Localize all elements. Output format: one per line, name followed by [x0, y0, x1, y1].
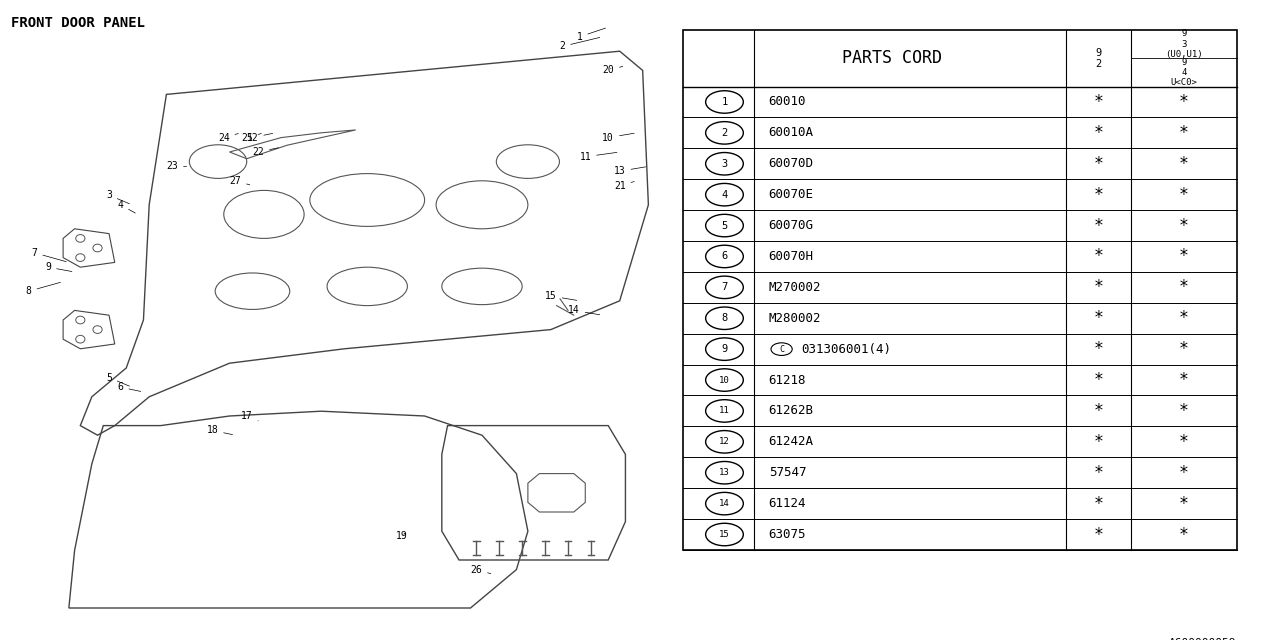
- Text: 60070G: 60070G: [769, 219, 814, 232]
- Text: 7: 7: [32, 248, 67, 262]
- Text: 12: 12: [247, 132, 273, 143]
- Text: *: *: [1179, 186, 1189, 204]
- Text: *: *: [1179, 248, 1189, 266]
- Text: *: *: [1093, 155, 1103, 173]
- Text: *: *: [1093, 186, 1103, 204]
- Text: 20: 20: [603, 65, 623, 76]
- Text: M270002: M270002: [769, 281, 822, 294]
- Text: 60010A: 60010A: [769, 126, 814, 140]
- Text: *: *: [1093, 525, 1103, 543]
- Text: *: *: [1093, 464, 1103, 482]
- Text: *: *: [1179, 216, 1189, 234]
- Text: 2: 2: [559, 38, 600, 51]
- Text: 14: 14: [719, 499, 730, 508]
- Text: 12: 12: [719, 437, 730, 446]
- Text: 10: 10: [719, 376, 730, 385]
- Text: 4: 4: [118, 200, 136, 213]
- Bar: [684, 30, 1236, 550]
- Text: *: *: [1093, 278, 1103, 296]
- Text: 27: 27: [229, 176, 250, 186]
- Text: 3: 3: [106, 190, 129, 204]
- Text: *: *: [1179, 525, 1189, 543]
- Text: 10: 10: [603, 132, 634, 143]
- Text: 18: 18: [206, 426, 233, 435]
- Text: 7: 7: [722, 282, 727, 292]
- Text: M280002: M280002: [769, 312, 822, 324]
- Text: 9: 9: [722, 344, 727, 354]
- Text: 11: 11: [580, 152, 617, 162]
- Text: *: *: [1179, 371, 1189, 389]
- Text: PARTS CORD: PARTS CORD: [842, 49, 942, 67]
- Text: 031306001(4): 031306001(4): [801, 342, 891, 356]
- Text: 26: 26: [470, 564, 490, 575]
- Text: 11: 11: [719, 406, 730, 415]
- Text: 61218: 61218: [769, 374, 806, 387]
- Text: 19: 19: [396, 531, 407, 541]
- Text: *: *: [1093, 124, 1103, 142]
- Text: *: *: [1179, 278, 1189, 296]
- Text: 60070H: 60070H: [769, 250, 814, 263]
- Text: 6: 6: [118, 382, 141, 392]
- Text: 14: 14: [568, 305, 600, 316]
- Text: *: *: [1093, 402, 1103, 420]
- Text: *: *: [1179, 340, 1189, 358]
- Text: C: C: [780, 345, 785, 354]
- Text: 25: 25: [241, 132, 261, 143]
- Text: 22: 22: [252, 147, 279, 157]
- Text: 23: 23: [166, 161, 187, 172]
- Text: *: *: [1179, 495, 1189, 513]
- Text: 9
3
(U0,U1): 9 3 (U0,U1): [1165, 29, 1202, 60]
- Text: 13: 13: [614, 166, 645, 176]
- Text: 60070D: 60070D: [769, 157, 814, 170]
- Text: 1: 1: [722, 97, 727, 107]
- Text: *: *: [1093, 495, 1103, 513]
- Text: *: *: [1093, 93, 1103, 111]
- Text: 63075: 63075: [769, 528, 806, 541]
- Text: 24: 24: [218, 132, 238, 143]
- Text: *: *: [1179, 93, 1189, 111]
- Text: *: *: [1093, 309, 1103, 327]
- Text: FRONT DOOR PANEL: FRONT DOOR PANEL: [12, 16, 146, 30]
- Text: 61124: 61124: [769, 497, 806, 510]
- Text: *: *: [1093, 433, 1103, 451]
- Text: 4: 4: [722, 189, 727, 200]
- Text: *: *: [1179, 124, 1189, 142]
- Text: 61242A: 61242A: [769, 435, 814, 449]
- Text: 8: 8: [722, 313, 727, 323]
- Text: *: *: [1179, 402, 1189, 420]
- Text: 6: 6: [722, 252, 727, 262]
- Text: 60070E: 60070E: [769, 188, 814, 201]
- Text: 5: 5: [106, 372, 129, 386]
- Text: 1: 1: [576, 28, 605, 42]
- Text: 3: 3: [722, 159, 727, 169]
- Text: 9
2: 9 2: [1096, 47, 1102, 69]
- Text: *: *: [1093, 216, 1103, 234]
- Text: 5: 5: [722, 221, 727, 230]
- Text: *: *: [1179, 309, 1189, 327]
- Text: *: *: [1093, 248, 1103, 266]
- Text: 15: 15: [545, 291, 577, 301]
- Text: 15: 15: [719, 530, 730, 539]
- Text: 61262B: 61262B: [769, 404, 814, 417]
- Text: 9
4
U<C0>: 9 4 U<C0>: [1170, 58, 1197, 88]
- Text: 13: 13: [719, 468, 730, 477]
- Text: *: *: [1179, 464, 1189, 482]
- Text: 9: 9: [45, 262, 72, 272]
- Text: 17: 17: [241, 411, 259, 421]
- Text: 21: 21: [614, 180, 634, 191]
- Text: *: *: [1093, 340, 1103, 358]
- Text: 8: 8: [26, 282, 60, 296]
- Text: A600000059: A600000059: [1169, 637, 1236, 640]
- Text: *: *: [1093, 371, 1103, 389]
- Text: *: *: [1179, 433, 1189, 451]
- Text: 2: 2: [722, 128, 727, 138]
- Text: 57547: 57547: [769, 466, 806, 479]
- Text: *: *: [1179, 155, 1189, 173]
- Text: 60010: 60010: [769, 95, 806, 108]
